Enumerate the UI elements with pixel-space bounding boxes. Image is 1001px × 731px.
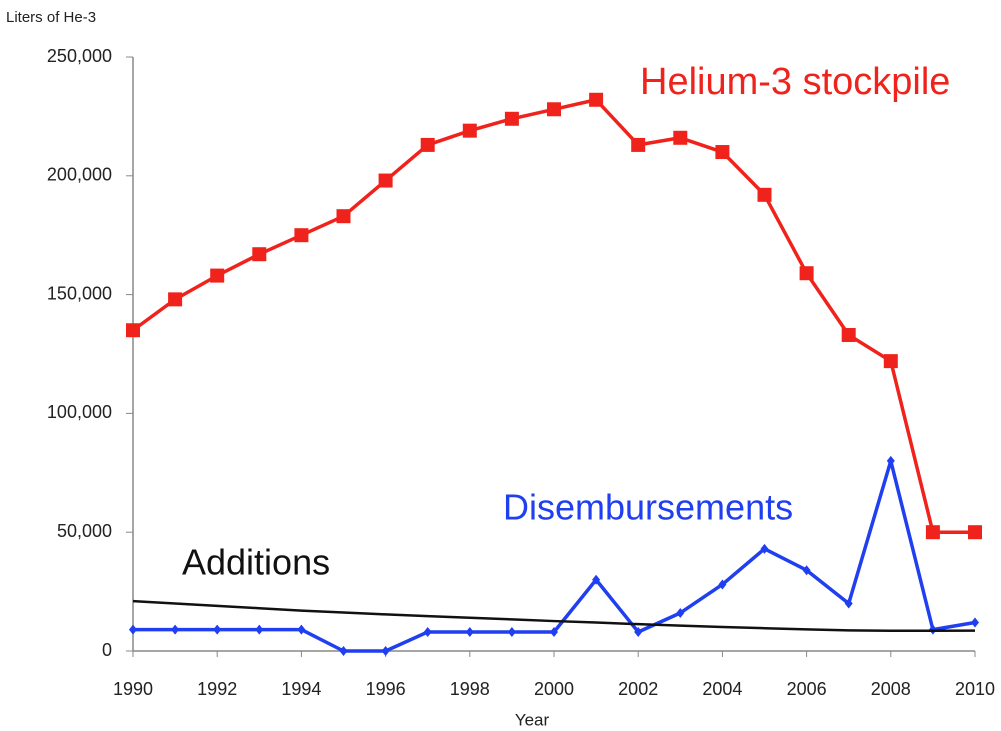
marker bbox=[634, 626, 643, 637]
marker bbox=[171, 624, 180, 635]
series-label: Disembursements bbox=[503, 487, 793, 528]
marker bbox=[210, 268, 225, 283]
marker bbox=[718, 579, 727, 590]
marker bbox=[381, 646, 390, 656]
series-line bbox=[132, 599, 976, 633]
x-tick-label: 1990 bbox=[113, 679, 153, 699]
x-tick-label: 2004 bbox=[702, 679, 742, 699]
x-tick-label: 1998 bbox=[450, 679, 490, 699]
x-tick-label: 2002 bbox=[618, 679, 658, 699]
marker bbox=[129, 624, 137, 635]
series-line bbox=[131, 98, 975, 534]
marker bbox=[423, 626, 432, 637]
y-tick-label: 200,000 bbox=[47, 165, 112, 185]
y-tick-label: 150,000 bbox=[47, 283, 112, 303]
marker bbox=[465, 626, 474, 637]
marker bbox=[631, 137, 646, 152]
marker bbox=[168, 292, 183, 307]
marker bbox=[676, 607, 685, 618]
marker bbox=[339, 646, 348, 656]
marker bbox=[507, 626, 516, 637]
marker bbox=[968, 525, 982, 540]
x-tick-label: 2008 bbox=[871, 679, 911, 699]
marker bbox=[844, 598, 853, 609]
marker bbox=[547, 102, 561, 117]
x-tick-label: 2000 bbox=[534, 679, 574, 699]
marker bbox=[336, 209, 351, 224]
y-tick-label: 0 bbox=[102, 640, 112, 660]
marker bbox=[841, 327, 856, 342]
marker bbox=[886, 455, 895, 466]
marker bbox=[213, 624, 222, 635]
marker bbox=[462, 123, 477, 138]
y-tick-label: 50,000 bbox=[57, 521, 112, 541]
y-axis-label: Liters of He-3 bbox=[6, 9, 96, 26]
marker bbox=[126, 323, 140, 338]
marker bbox=[255, 624, 264, 635]
marker bbox=[252, 247, 267, 262]
x-tick-label: 1994 bbox=[281, 679, 321, 699]
marker bbox=[757, 187, 772, 202]
marker bbox=[925, 525, 940, 540]
marker bbox=[294, 228, 309, 243]
marker bbox=[592, 574, 601, 585]
marker bbox=[420, 137, 435, 152]
marker bbox=[297, 624, 306, 635]
marker bbox=[550, 626, 558, 637]
marker bbox=[589, 92, 604, 107]
x-tick-label: 2006 bbox=[787, 679, 827, 699]
marker bbox=[802, 565, 811, 576]
series-label: Helium-3 stockpile bbox=[640, 61, 950, 103]
x-tick-label: 1992 bbox=[197, 679, 237, 699]
marker bbox=[883, 354, 898, 369]
x-axis-label: Year bbox=[515, 710, 550, 729]
marker bbox=[799, 266, 814, 281]
marker bbox=[504, 111, 519, 126]
x-tick-label: 1996 bbox=[366, 679, 406, 699]
marker bbox=[971, 617, 979, 628]
series-label: Additions bbox=[182, 542, 330, 583]
x-tick-label: 2010 bbox=[955, 679, 995, 699]
y-tick-label: 250,000 bbox=[47, 46, 112, 66]
marker bbox=[378, 173, 393, 188]
marker bbox=[673, 130, 688, 145]
y-tick-label: 100,000 bbox=[47, 402, 112, 422]
marker bbox=[760, 543, 769, 554]
marker bbox=[715, 145, 730, 160]
